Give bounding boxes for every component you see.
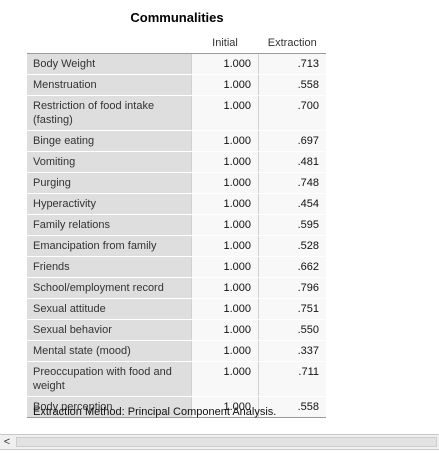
initial-value: 1.000 [191, 277, 259, 299]
extraction-value: .751 [258, 298, 326, 320]
initial-value: 1.000 [191, 340, 259, 362]
table-row: Mental state (mood) 1.000.337 [27, 340, 326, 362]
scrollbar-thumb[interactable] [16, 437, 437, 447]
extraction-value: .662 [258, 256, 326, 278]
table-row: Hyperactivity 1.000.454 [27, 193, 326, 215]
table-row: Sexual attitude 1.000.751 [27, 298, 326, 320]
extraction-value: .454 [258, 193, 326, 215]
row-label: Friends [27, 256, 192, 278]
header-extraction: Extraction [258, 32, 326, 54]
initial-value: 1.000 [191, 151, 259, 173]
row-label: Binge eating [27, 130, 192, 152]
extraction-value: .558 [258, 396, 326, 418]
footnote: Extraction Method: Principal Component A… [33, 406, 277, 418]
header-row: Initial Extraction [27, 32, 326, 54]
table-row: Friends 1.000.662 [27, 256, 326, 278]
horizontal-scrollbar[interactable]: < [0, 434, 439, 450]
row-label: Body Weight [27, 53, 192, 75]
extraction-value: .337 [258, 340, 326, 362]
table-row: Body Weight 1.000.713 [27, 53, 326, 75]
extraction-value: .796 [258, 277, 326, 299]
initial-value: 1.000 [191, 256, 259, 278]
row-label: Menstruation [27, 74, 192, 96]
table-row: Emancipation from family 1.000.528 [27, 235, 326, 257]
initial-value: 1.000 [191, 193, 259, 215]
table-row: Binge eating 1.000.697 [27, 130, 326, 152]
table-row: Menstruation 1.000.558 [27, 74, 326, 96]
row-label: Preoccupation with food and weight [27, 361, 192, 397]
table-row: Preoccupation with food and weight 1.000.… [27, 361, 326, 397]
table-row: Family relations 1.000.595 [27, 214, 326, 236]
extraction-value: .481 [258, 151, 326, 173]
row-label: Vomiting [27, 151, 192, 173]
row-label: Hyperactivity [27, 193, 192, 215]
row-label: School/employment record [27, 277, 192, 299]
row-label: Purging [27, 172, 192, 194]
scroll-left-arrow-icon[interactable]: < [3, 436, 11, 448]
row-label: Sexual behavior [27, 319, 192, 341]
extraction-value: .713 [258, 53, 326, 75]
header-initial: Initial [191, 32, 259, 54]
initial-value: 1.000 [191, 298, 259, 320]
row-label: Mental state (mood) [27, 340, 192, 362]
extraction-value: .697 [258, 130, 326, 152]
initial-value: 1.000 [191, 235, 259, 257]
table-row: Vomiting 1.000.481 [27, 151, 326, 173]
extraction-value: .711 [258, 361, 326, 397]
header-label [27, 32, 192, 54]
extraction-value: .595 [258, 214, 326, 236]
table-title: Communalities [130, 10, 224, 25]
row-label: Sexual attitude [27, 298, 192, 320]
row-label: Restriction of food intake (fasting) [27, 95, 192, 131]
row-label: Body perception [27, 396, 192, 418]
table-row: Purging 1.000.748 [27, 172, 326, 194]
table-row: Restriction of food intake (fasting) 1.00… [27, 95, 326, 131]
row-label: Family relations [27, 214, 192, 236]
extraction-value: .528 [258, 235, 326, 257]
extraction-value: .748 [258, 172, 326, 194]
initial-value: 1.000 [191, 319, 259, 341]
initial-value: 1.000 [191, 95, 259, 131]
initial-value: 1.000 [191, 53, 259, 75]
table-row: School/employment record 1.000.796 [27, 277, 326, 299]
extraction-value: .550 [258, 319, 326, 341]
row-label: Emancipation from family [27, 235, 192, 257]
initial-value: 1.000 [191, 130, 259, 152]
extraction-value: .558 [258, 74, 326, 96]
initial-value: 1.000 [191, 214, 259, 236]
initial-value: 1.000 [191, 361, 259, 397]
initial-value: 1.000 [191, 74, 259, 96]
initial-value: 1.000 [191, 396, 259, 418]
table-row: Body perception 1.000.558 [27, 396, 326, 418]
initial-value: 1.000 [191, 172, 259, 194]
table-row: Sexual behavior 1.000.550 [27, 319, 326, 341]
communalities-table: Initial Extraction Body Weight 1.000.713 M… [27, 32, 326, 418]
extraction-value: .700 [258, 95, 326, 131]
